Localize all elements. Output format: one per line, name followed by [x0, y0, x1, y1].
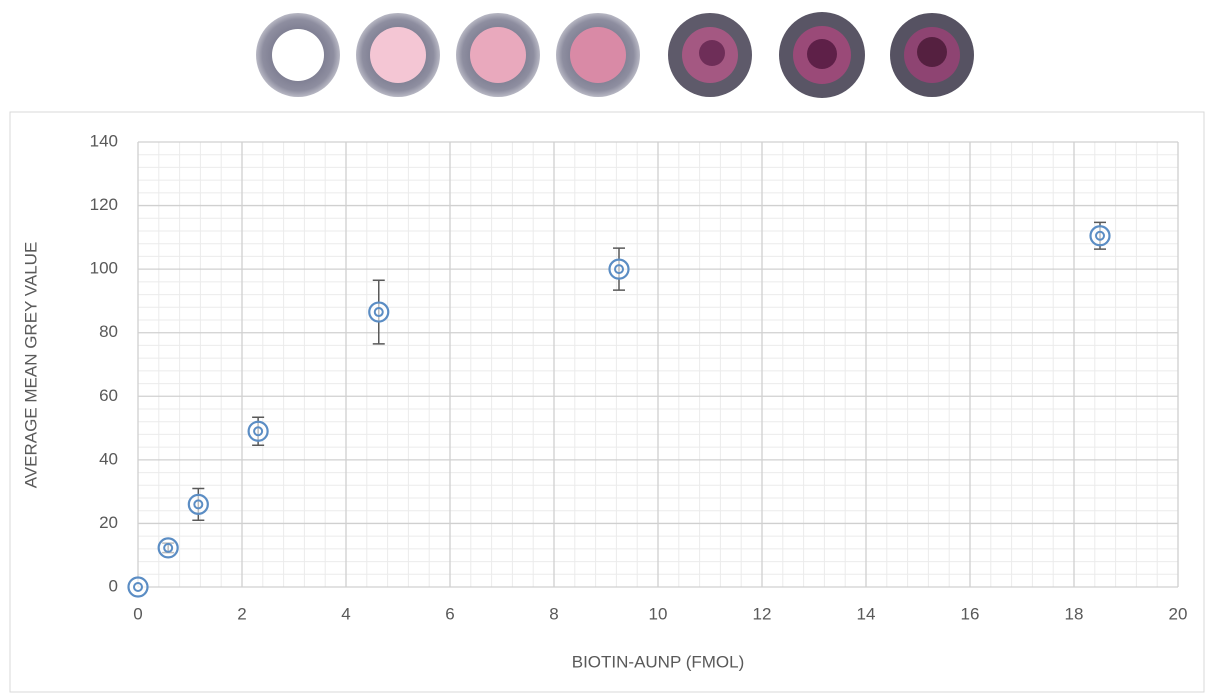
- dot-image: [356, 13, 440, 97]
- y-tick-label: 20: [99, 513, 118, 532]
- figure: 0 2 4 6 8 10 12 14 16 18 20 0 20 40 60 80 100 120 140 BIOT…: [0, 0, 1208, 696]
- y-tick-label: 100: [90, 259, 118, 278]
- dot-image: [779, 12, 865, 98]
- dot-image: [256, 13, 340, 97]
- marker: [159, 538, 178, 557]
- marker: [249, 422, 268, 441]
- y-tick-label: 120: [90, 195, 118, 214]
- marker: [189, 495, 208, 514]
- y-tick-label: 40: [99, 449, 118, 468]
- dot-images: [256, 12, 974, 98]
- y-axis-title: AVERAGE MEAN GREY VALUE: [21, 242, 40, 489]
- x-tick-label: 12: [753, 604, 772, 623]
- dot-image: [890, 13, 974, 97]
- x-tick-label: 14: [857, 604, 876, 623]
- x-tick-label: 10: [649, 604, 668, 623]
- marker: [129, 578, 148, 597]
- x-tick-label: 16: [961, 604, 980, 623]
- y-tick-label: 0: [109, 576, 118, 595]
- x-tick-label: 2: [237, 604, 246, 623]
- dot-image: [556, 13, 640, 97]
- x-tick-label: 20: [1169, 604, 1188, 623]
- x-tick-label: 6: [445, 604, 454, 623]
- marker: [1091, 226, 1110, 245]
- chart-border: [10, 112, 1204, 692]
- page: {"chart_data": {"type": "scatter", "x_la…: [0, 0, 1208, 696]
- y-tick-label: 60: [99, 386, 118, 405]
- x-tick-label: 0: [133, 604, 142, 623]
- marker: [369, 303, 388, 322]
- dot-image: [456, 13, 540, 97]
- x-tick-label: 18: [1065, 604, 1084, 623]
- x-axis-title: BIOTIN-AUNP (FMOL): [572, 652, 745, 671]
- marker: [610, 260, 629, 279]
- x-tick-label: 8: [549, 604, 558, 623]
- y-tick-label: 140: [90, 131, 118, 150]
- x-tick-label: 4: [341, 604, 350, 623]
- y-tick-label: 80: [99, 322, 118, 341]
- dot-image: [668, 13, 752, 97]
- chart: 0 2 4 6 8 10 12 14 16 18 20 0 20 40 60 80 100 120 140: [90, 131, 1188, 623]
